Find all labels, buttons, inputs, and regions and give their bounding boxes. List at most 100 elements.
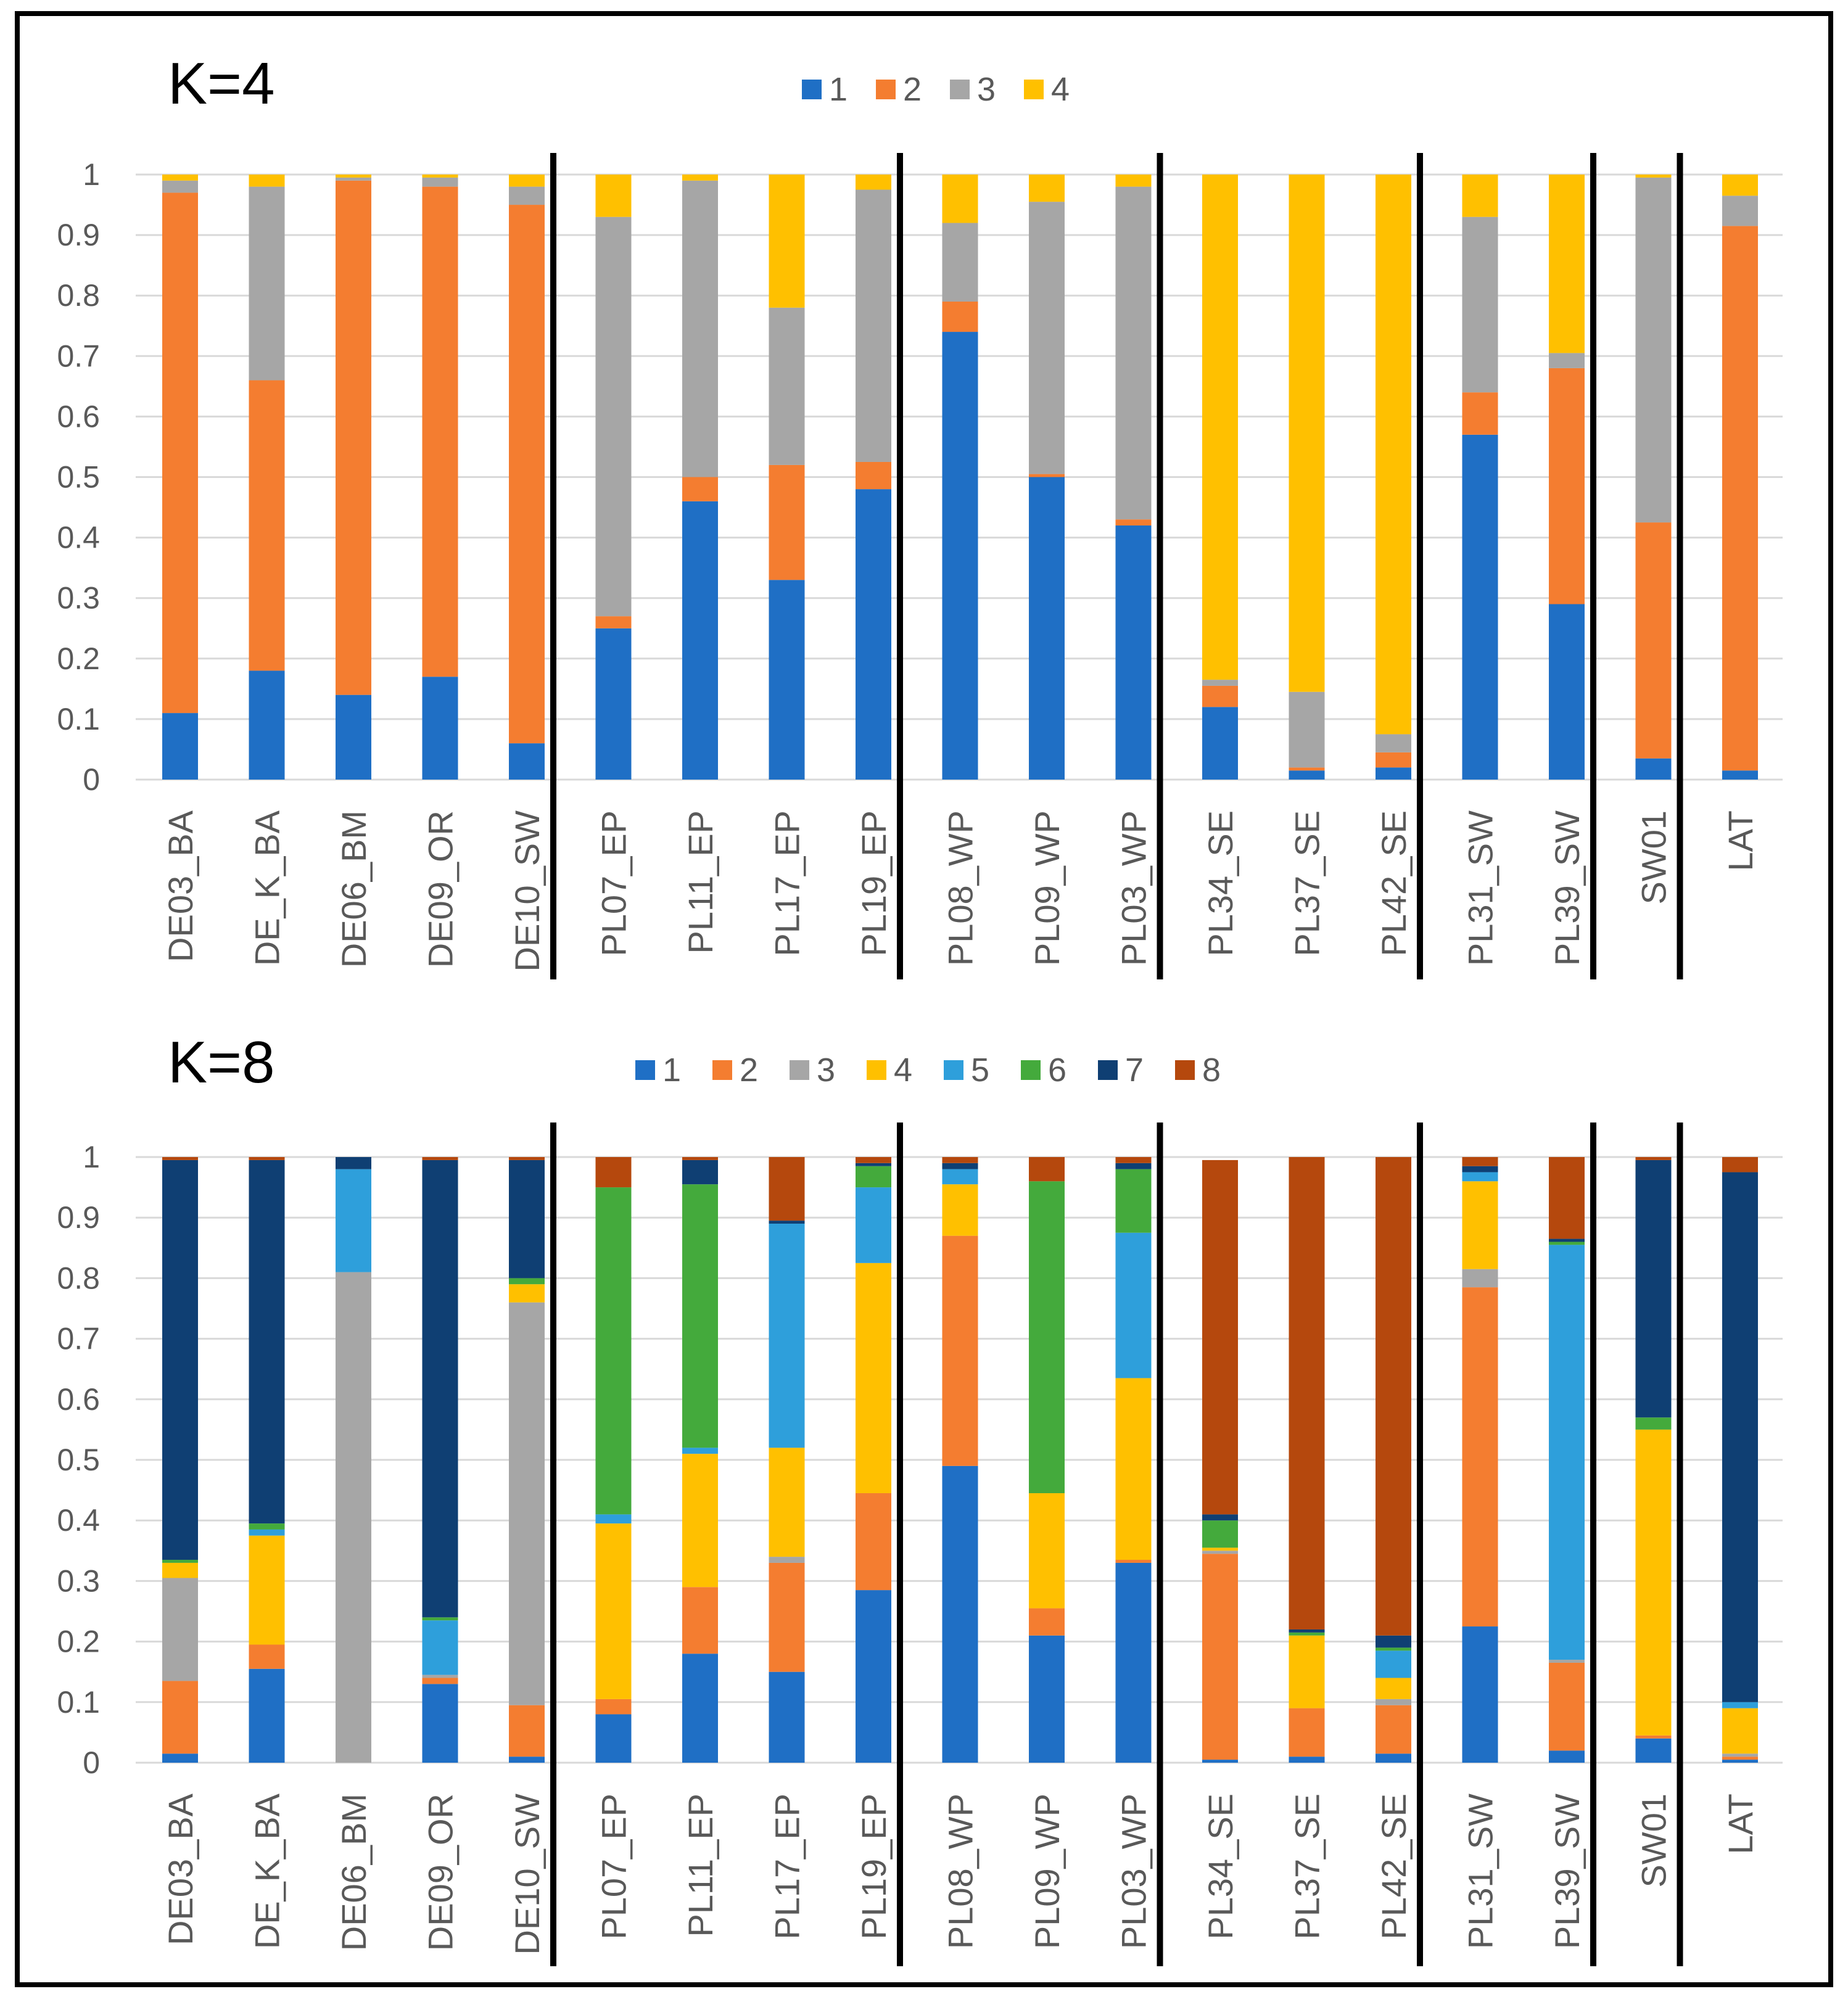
bar-segment-LAT-5 xyxy=(1722,1702,1758,1708)
bar-segment-DE10_SW-4 xyxy=(509,175,545,187)
bar-segment-SW01-2 xyxy=(1635,522,1672,759)
legend-swatch-6 xyxy=(1021,1060,1041,1080)
bar-segment-PL19_EP-2 xyxy=(856,1493,891,1591)
legend-swatch-2 xyxy=(712,1060,732,1080)
bar-segment-PL03_WP-8 xyxy=(1115,1157,1152,1163)
bar-segment-LAT-1 xyxy=(1722,1760,1758,1763)
bar-segment-PL03_WP-6 xyxy=(1115,1169,1152,1233)
bar-segment-PL31_SW-5 xyxy=(1462,1172,1498,1182)
bar-segment-DE09_OR-1 xyxy=(422,677,458,780)
bar-segment-DE09_OR-4 xyxy=(422,175,458,178)
bar-segment-PL07_EP-5 xyxy=(595,1514,632,1524)
bar-segment-PL37_SE-2 xyxy=(1289,767,1325,771)
bar-segment-DE_K_BA-3 xyxy=(249,186,285,381)
bar-segment-PL09_WP-1 xyxy=(1029,477,1065,780)
legend-swatch-3 xyxy=(950,80,970,99)
legend-label-3: 3 xyxy=(977,71,996,108)
bar-segment-DE10_SW-1 xyxy=(509,1757,545,1763)
bar-segment-DE10_SW-6 xyxy=(509,1278,545,1285)
bar-segment-LAT-1 xyxy=(1722,770,1758,780)
bar-segment-PL17_EP-3 xyxy=(769,307,805,465)
bar-segment-PL31_SW-2 xyxy=(1462,1287,1498,1627)
bar-segment-PL03_WP-1 xyxy=(1115,1562,1152,1763)
bar-segment-DE03_BA-4 xyxy=(162,175,198,181)
bar-segment-LAT-4 xyxy=(1722,175,1758,196)
bar-segment-PL31_SW-4 xyxy=(1462,1181,1498,1269)
bar-segment-PL03_WP-5 xyxy=(1115,1232,1152,1378)
bar-segment-PL19_EP-7 xyxy=(856,1163,891,1166)
bar-segment-PL08_WP-1 xyxy=(942,332,978,780)
y-tick-label: 0.2 xyxy=(57,1625,100,1659)
category-label-PL19_EP: PL19_EP xyxy=(854,1794,893,1940)
bar-segment-PL39_SW-2 xyxy=(1549,368,1585,604)
bar-segment-PL37_SE-7 xyxy=(1289,1629,1325,1633)
bar-segment-SW01-2 xyxy=(1635,1735,1672,1739)
category-label-LAT: LAT xyxy=(1721,1794,1760,1855)
figure-frame xyxy=(15,11,1833,1987)
legend-swatch-3 xyxy=(790,1060,809,1080)
bar-segment-DE_K_BA-2 xyxy=(249,380,285,671)
bar-segment-PL09_WP-8 xyxy=(1029,1157,1065,1182)
bar-segment-PL08_WP-2 xyxy=(942,302,978,332)
bar-segment-PL07_EP-6 xyxy=(595,1187,632,1515)
bar-segment-PL37_SE-2 xyxy=(1289,1708,1325,1757)
bar-segment-DE10_SW-1 xyxy=(509,743,545,780)
bar-segment-DE09_OR-8 xyxy=(422,1157,458,1160)
bar-segment-LAT-7 xyxy=(1722,1172,1758,1702)
bar-segment-PL42_SE-4 xyxy=(1376,1678,1411,1699)
bar-segment-PL03_WP-2 xyxy=(1115,1560,1152,1563)
bar-segment-PL31_SW-2 xyxy=(1462,392,1498,435)
category-label-PL31_SW: PL31_SW xyxy=(1461,810,1500,966)
bar-segment-PL19_EP-3 xyxy=(856,189,891,462)
bar-segment-PL08_WP-3 xyxy=(942,223,978,302)
category-label-PL03_WP: PL03_WP xyxy=(1115,810,1153,966)
bar-segment-PL11_EP-4 xyxy=(682,1454,718,1588)
bar-segment-DE06_BM-3 xyxy=(336,1272,371,1763)
category-label-PL09_WP: PL09_WP xyxy=(1028,1794,1066,1949)
panel-k8: K=8 1 2 3 4 5 6 7 8 0 0.1 0.2 0.3 0.4 0.5 0.6 0.7 0.8 0.9 1… xyxy=(57,1029,1783,1966)
bar-segment-PL11_EP-3 xyxy=(682,180,718,477)
category-label-PL39_SW: PL39_SW xyxy=(1548,810,1586,966)
y-tick-label: 0.7 xyxy=(57,1322,100,1356)
bar-segment-PL03_WP-7 xyxy=(1115,1163,1152,1169)
bar-segment-PL39_SW-4 xyxy=(1549,175,1585,353)
bar-segment-PL11_EP-7 xyxy=(682,1160,718,1185)
bar-segment-PL31_SW-1 xyxy=(1462,434,1498,780)
bar-segment-PL31_SW-3 xyxy=(1462,216,1498,393)
bar-segment-PL17_EP-1 xyxy=(769,580,805,780)
bar-segment-LAT-4 xyxy=(1722,1708,1758,1754)
bar-segment-DE_K_BA-6 xyxy=(249,1523,285,1530)
bar-segment-PL17_EP-8 xyxy=(769,1157,805,1221)
bar-segment-PL17_EP-1 xyxy=(769,1671,805,1763)
y-tick-label: 0.9 xyxy=(57,1200,100,1235)
category-label-LAT: LAT xyxy=(1721,810,1760,871)
bar-segment-DE06_BM-1 xyxy=(336,694,371,780)
bar-segment-PL34_SE-7 xyxy=(1202,1514,1238,1521)
category-label-SW01: SW01 xyxy=(1635,810,1673,905)
bar-segment-PL07_EP-8 xyxy=(595,1157,632,1188)
bar-segment-DE03_BA-8 xyxy=(162,1157,198,1160)
bar-segment-DE_K_BA-7 xyxy=(249,1160,285,1524)
panel-k4: K=4 1 2 3 4 0 0.1 0.2 0.3 0.4 0.5 0.6 0.7 0.8 0.9 1 DE03… xyxy=(57,51,1783,979)
y-tick-label: 0 xyxy=(83,762,100,797)
bar-segment-DE06_BM-2 xyxy=(336,180,371,695)
bar-segment-PL03_WP-4 xyxy=(1115,1378,1152,1560)
category-label-PL09_WP: PL09_WP xyxy=(1028,810,1066,966)
legend-swatch-1 xyxy=(635,1060,655,1080)
bar-segment-DE_K_BA-4 xyxy=(249,1535,285,1645)
bar-segment-PL37_SE-8 xyxy=(1289,1157,1325,1629)
bar-segment-PL17_EP-2 xyxy=(769,1562,805,1672)
legend-swatch-5 xyxy=(944,1060,963,1080)
y-tick-label: 0.1 xyxy=(57,702,100,736)
bar-segment-PL08_WP-8 xyxy=(942,1157,978,1163)
category-label-PL08_WP: PL08_WP xyxy=(941,810,980,966)
y-tick-label: 0.6 xyxy=(57,399,100,434)
legend-swatch-2 xyxy=(876,80,896,99)
bar-segment-PL08_WP-4 xyxy=(942,1184,978,1236)
y-tick-label: 0.5 xyxy=(57,460,100,495)
bar-segment-SW01-8 xyxy=(1635,1157,1672,1160)
y-tick-label: 0.7 xyxy=(57,339,100,373)
bar-segment-DE06_BM-4 xyxy=(336,175,371,178)
bar-segment-PL08_WP-2 xyxy=(942,1235,978,1466)
bar-segment-PL17_EP-2 xyxy=(769,464,805,580)
